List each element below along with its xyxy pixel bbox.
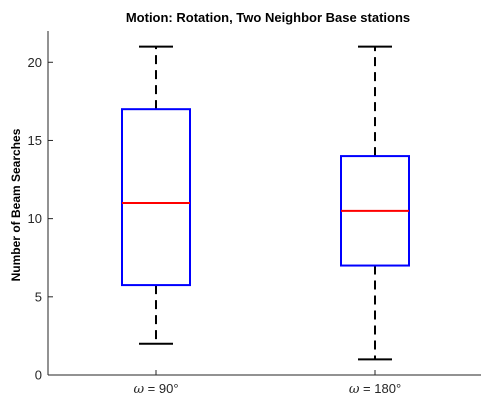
chart-title: Motion: Rotation, Two Neighbor Base stat… bbox=[126, 10, 410, 25]
plot-area: 0 5 10 15 20 ω = 90° ω = 180° bbox=[28, 31, 481, 397]
y-axis-label: Number of Beam Searches bbox=[9, 128, 23, 281]
y-tick-label: 0 bbox=[35, 368, 42, 383]
x-tick-label: ω = 90° bbox=[133, 381, 178, 397]
y-tick-label: 10 bbox=[28, 211, 42, 226]
x-tick-label: ω = 180° bbox=[349, 381, 401, 397]
y-tick-label: 15 bbox=[28, 133, 42, 148]
y-tick-label: 5 bbox=[35, 289, 42, 304]
iqr-box bbox=[121, 108, 191, 287]
y-tick-label: 20 bbox=[28, 55, 42, 70]
